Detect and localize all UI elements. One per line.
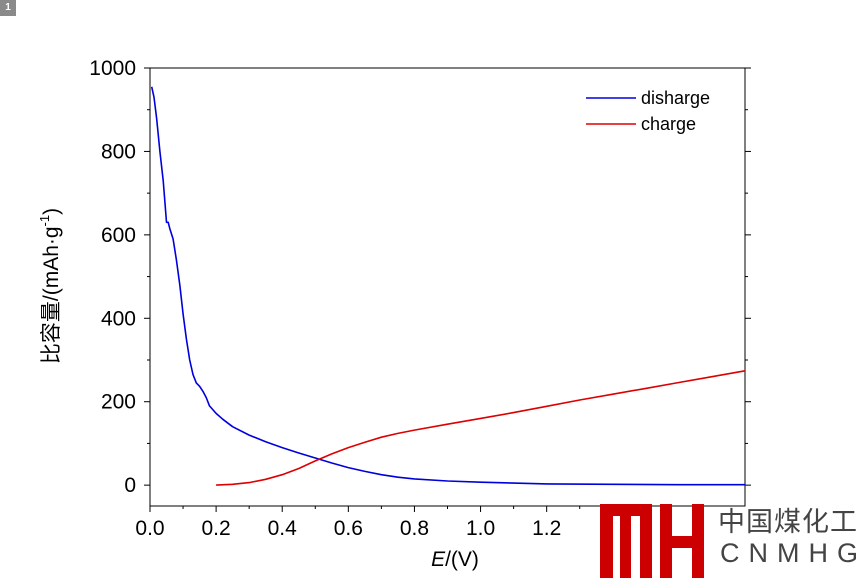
x-axis-title: E/(V) xyxy=(431,548,479,571)
series-line-disharge xyxy=(150,86,745,486)
y-tick-label: 1000 xyxy=(89,57,136,80)
x-tick-label: 0.8 xyxy=(400,517,429,540)
figure-number-badge: 1 xyxy=(0,0,16,16)
legend: disharge charge xyxy=(586,88,710,134)
y-tick-label: 400 xyxy=(101,307,136,330)
series-lines xyxy=(150,86,746,486)
x-tick-label: 0.6 xyxy=(334,517,363,540)
logo-mark-icon xyxy=(600,504,704,578)
x-tick-label: 1.2 xyxy=(532,517,561,540)
watermark-en-text: CNMHG xyxy=(720,538,861,568)
x-axis-ticks: 0.0 0.2 0.4 0.6 0.8 1.0 1.2 xyxy=(135,506,581,540)
series-line-charge xyxy=(216,370,746,486)
y-tick-label: 600 xyxy=(101,224,136,247)
legend-label-disharge: disharge xyxy=(641,88,710,108)
legend-label-charge: charge xyxy=(641,114,696,134)
x-tick-label: 0.0 xyxy=(135,517,164,540)
y-tick-label: 800 xyxy=(101,140,136,163)
x-tick-label: 0.2 xyxy=(202,517,231,540)
y-tick-label: 0 xyxy=(124,474,136,497)
watermark-cn-text: 中国煤化工 xyxy=(718,507,858,538)
y-axis-ticks: 0 200 400 600 800 1000 xyxy=(89,57,751,497)
x-tick-label: 0.4 xyxy=(268,517,298,540)
x-tick-label: 1.0 xyxy=(466,517,495,540)
y-axis-title: 比容量/(mAh·g-1) xyxy=(37,208,63,364)
watermark-logo: 中国煤化工 CNMHG xyxy=(596,498,861,580)
y-tick-label: 200 xyxy=(101,391,136,414)
